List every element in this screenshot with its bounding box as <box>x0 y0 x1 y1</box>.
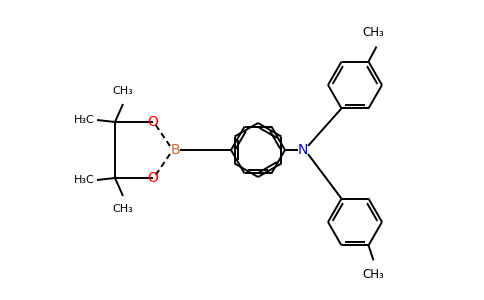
Text: B: B <box>170 143 180 157</box>
Text: O: O <box>148 171 158 185</box>
Text: O: O <box>148 115 158 129</box>
Text: N: N <box>298 143 308 157</box>
Text: CH₃: CH₃ <box>363 26 384 39</box>
Text: CH₃: CH₃ <box>113 86 134 96</box>
Text: H₃C: H₃C <box>74 115 95 125</box>
Text: CH₃: CH₃ <box>363 268 384 281</box>
Text: H₃C: H₃C <box>74 175 95 185</box>
Text: CH₃: CH₃ <box>113 204 134 214</box>
